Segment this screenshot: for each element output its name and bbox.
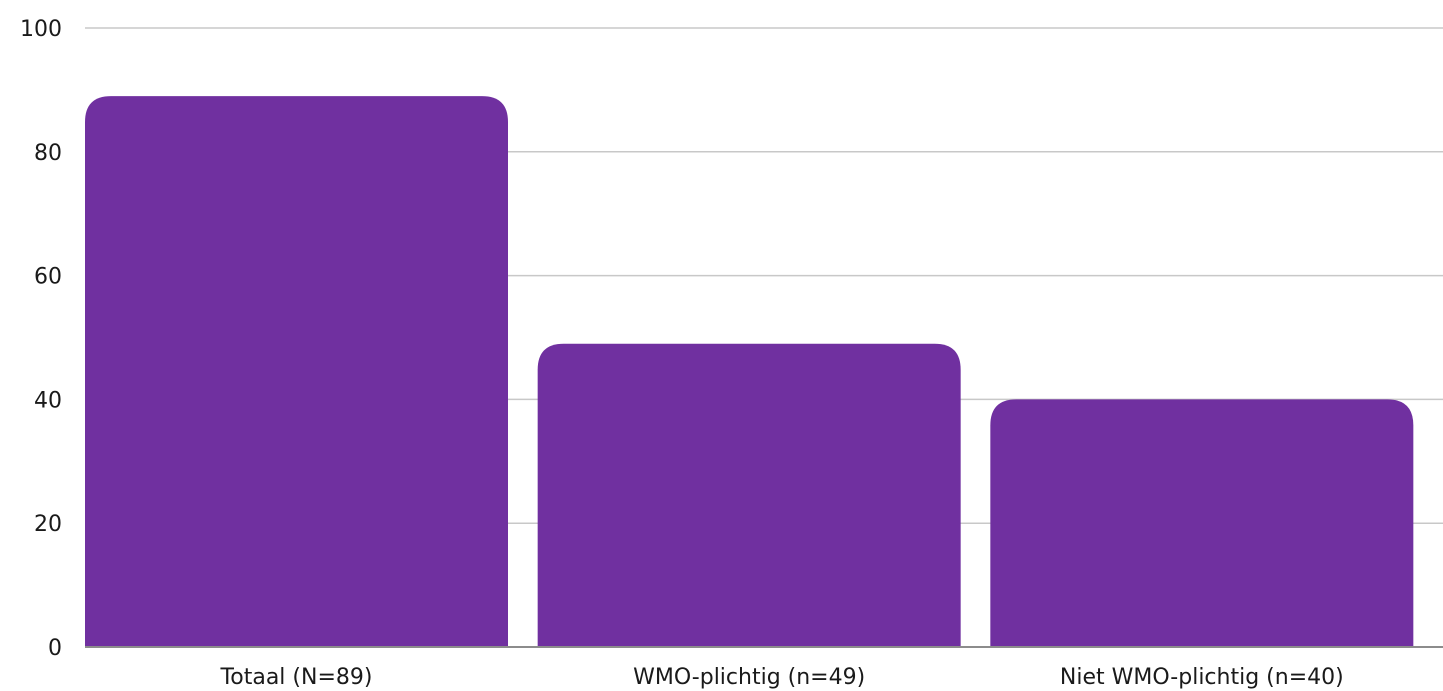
bar-1	[537, 343, 961, 647]
y-tick-label-100: 100	[20, 17, 62, 42]
y-tick-label-40: 40	[34, 388, 62, 413]
category-label-wmo-plichtig: WMO-plichtig (n=49)	[633, 665, 865, 690]
bar-0	[85, 96, 508, 648]
x-category-labels: Totaal (N=89) WMO-plichtig (n=49) Niet W…	[220, 665, 1344, 690]
category-label-niet-wmo-plichtig: Niet WMO-plichtig (n=40)	[1060, 665, 1344, 690]
bar-2	[990, 399, 1414, 647]
category-label-totaal: Totaal (N=89)	[220, 665, 373, 690]
y-tick-label-20: 20	[34, 512, 62, 537]
y-tick-label-60: 60	[34, 265, 62, 290]
y-tick-label-80: 80	[34, 141, 62, 166]
y-tick-labels: 0 20 40 60 80 100	[20, 17, 62, 661]
bars	[85, 96, 1414, 648]
y-tick-label-0: 0	[48, 636, 62, 661]
